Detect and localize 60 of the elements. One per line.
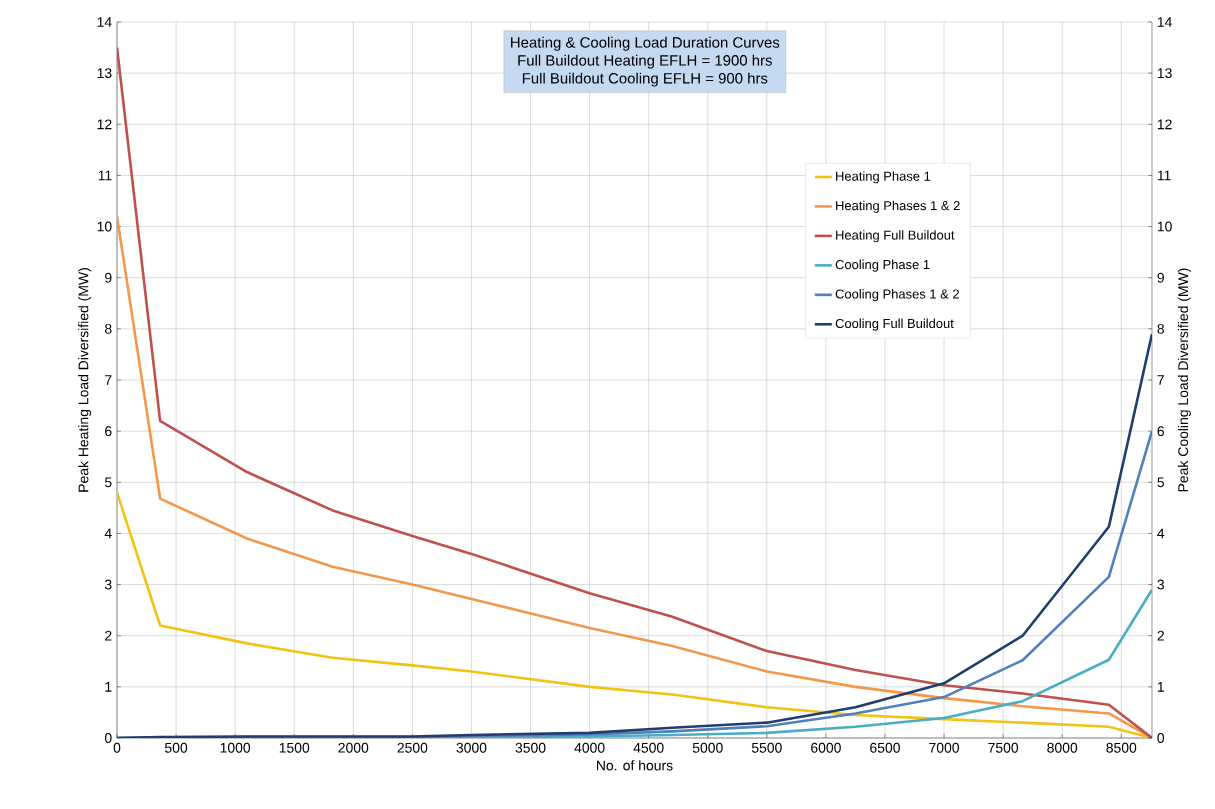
y-tick-label: 10 xyxy=(97,221,112,232)
x-tick-label: 4500 xyxy=(633,742,664,753)
x-tick-label: 2000 xyxy=(338,742,369,753)
y-tick-label: 6 xyxy=(105,426,112,437)
y2-axis-title: Peak Cooling Load Diversified (MW) xyxy=(1177,268,1191,492)
y-tick-label: 7 xyxy=(105,375,112,385)
y2-tick-label: 2 xyxy=(1157,630,1164,641)
x-tick-label: 8500 xyxy=(1106,742,1137,753)
x-tick-label: 1500 xyxy=(279,742,310,753)
x-tick-label: 1000 xyxy=(220,742,251,753)
y-tick-label: 14 xyxy=(97,17,112,27)
y2-tick-label: 9 xyxy=(1157,272,1164,283)
y2-tick-label: 10 xyxy=(1157,221,1172,232)
y-tick-label: 5 xyxy=(104,477,112,488)
y2-tick-label: 1 xyxy=(1157,682,1164,692)
y-axis-title: Peak Heating Load Diversified (MW) xyxy=(78,268,92,492)
y-tick-label: 4 xyxy=(104,528,112,539)
x-tick-label: 2500 xyxy=(397,742,428,753)
y2-tick-label: 7 xyxy=(1157,375,1164,385)
x-tick-label: 500 xyxy=(165,742,188,753)
annotation: Full Buildout Heating EFLH = 1900 hrs xyxy=(518,54,772,69)
legend-label: Cooling Phases 1 & 2 xyxy=(835,289,959,302)
x-tick-label: 6500 xyxy=(870,742,900,753)
y2-tick-label: 8 xyxy=(1157,323,1164,334)
x-tick-label: 5500 xyxy=(751,742,782,753)
y2-tick-label: 11 xyxy=(1157,170,1171,181)
y-tick-label: 3 xyxy=(104,579,112,590)
x-tick-label: 8000 xyxy=(1047,742,1078,753)
y2-tick-label: 13 xyxy=(1157,68,1172,79)
y2-tick-label: 4 xyxy=(1157,528,1165,539)
x-tick-label: 0 xyxy=(113,742,121,753)
text: Heating & Cooling Load Duration Curves xyxy=(511,36,780,51)
y2-tick-label: 14 xyxy=(1157,17,1172,27)
y-tick-label: 9 xyxy=(105,272,112,283)
legend-label: Heating Full Buildout xyxy=(836,230,955,243)
y2-tick-label: 12 xyxy=(1157,119,1172,130)
x-tick-label: 7500 xyxy=(988,742,1019,753)
legend-label: Heating Phases 1 & 2 xyxy=(836,200,960,213)
y-tick-label: 8 xyxy=(105,323,112,334)
y-tick-label: 2 xyxy=(105,630,112,641)
legend-label: Cooling Phase 1 xyxy=(835,259,930,272)
y-tick-label: 0 xyxy=(104,733,112,743)
x-tick-label: 7000 xyxy=(929,742,960,753)
y2-tick-label: 3 xyxy=(1157,579,1164,590)
legend-label: Heating Phase 1 xyxy=(836,171,931,184)
x-tick-label: 3000 xyxy=(456,742,487,753)
x-tick-label: 6000 xyxy=(811,742,841,753)
x-tick-label: 5000 xyxy=(692,742,723,753)
annotation: Full Buildout Cooling EFLH = 900 hrs xyxy=(522,72,768,87)
x-tick-label: 4000 xyxy=(574,742,605,753)
y-tick-label: 11 xyxy=(98,170,112,181)
y2-tick-label: 6 xyxy=(1157,426,1164,437)
x-tick-label: 3500 xyxy=(515,742,546,753)
y2-tick-label: 0 xyxy=(1157,733,1165,743)
x-axis-title: No. of hours xyxy=(597,760,673,771)
y-tick-label: 13 xyxy=(97,68,112,79)
y-tick-label: 1 xyxy=(105,682,112,692)
y-tick-label: 12 xyxy=(97,119,112,130)
y2-tick-label: 5 xyxy=(1157,477,1165,488)
legend-label: Cooling Full Buildout xyxy=(835,318,954,331)
